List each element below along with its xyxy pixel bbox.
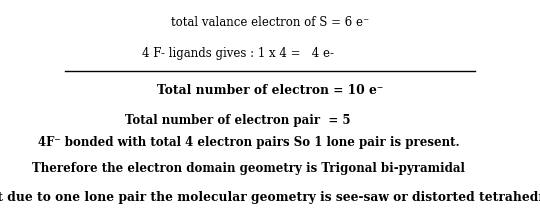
Text: 4 F- ligands gives : 1 x 4 =   4 e-: 4 F- ligands gives : 1 x 4 = 4 e- bbox=[141, 47, 334, 60]
Text: total valance electron of S = 6 e⁻: total valance electron of S = 6 e⁻ bbox=[171, 16, 369, 29]
Text: 4F⁻ bonded with total 4 electron pairs So 1 lone pair is present.: 4F⁻ bonded with total 4 electron pairs S… bbox=[38, 136, 459, 149]
Text: Therefore the electron domain geometry is Trigonal bi-pyramidal: Therefore the electron domain geometry i… bbox=[32, 162, 465, 175]
Text: Total number of electron pair  = 5: Total number of electron pair = 5 bbox=[125, 114, 350, 127]
Text: Total number of electron = 10 e⁻: Total number of electron = 10 e⁻ bbox=[157, 84, 383, 97]
Text: But due to one lone pair the molecular geometry is see-saw or distorted tetrahed: But due to one lone pair the molecular g… bbox=[0, 191, 540, 204]
